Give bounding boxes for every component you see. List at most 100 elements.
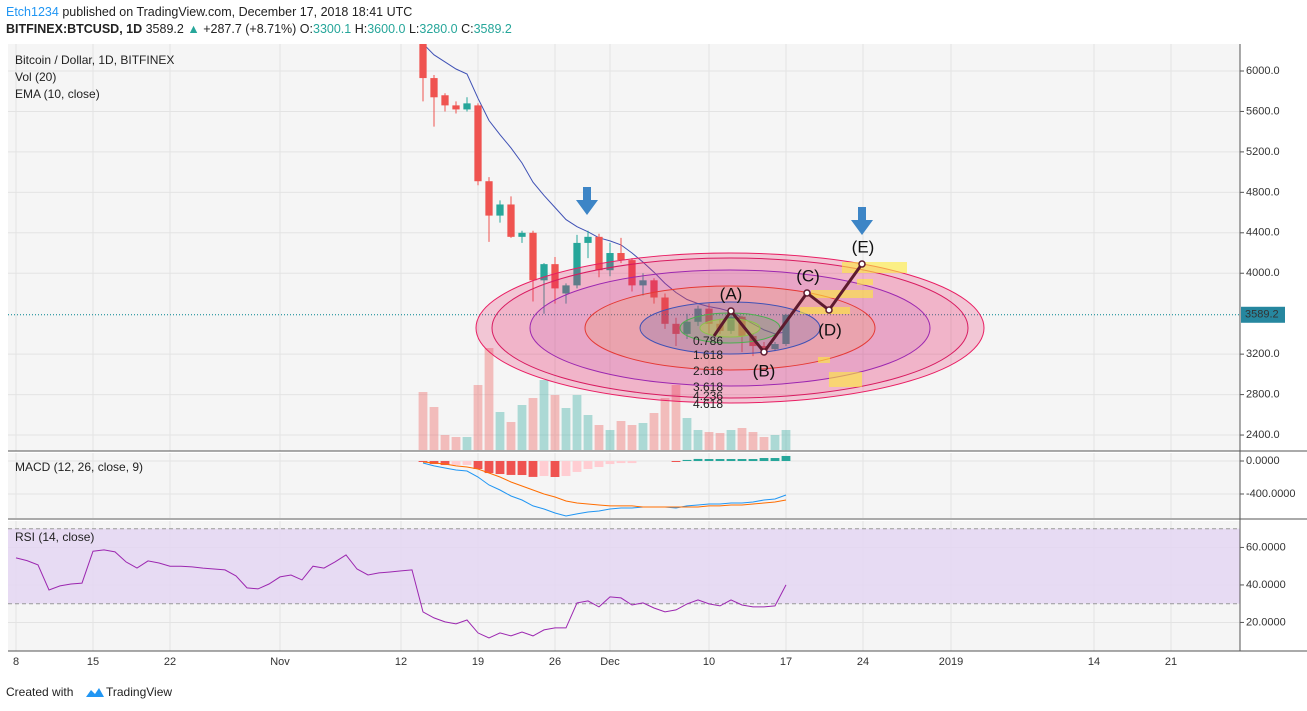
y-tick-label: 5600.0 [1246,105,1280,117]
author: Etch1234 [6,5,59,19]
volume-bar [671,385,681,450]
footer-brand[interactable]: TradingView [106,685,172,699]
wave-point [825,306,833,314]
candle-body [650,280,658,298]
fib-label: 4.618 [693,397,723,411]
y-tick-label: 0.0000 [1246,455,1280,467]
histogram-bar [737,459,747,461]
histogram-bar [429,461,439,464]
y-tick-label: -400.0000 [1246,488,1296,500]
volume-bar [748,432,758,450]
box [800,307,850,314]
x-tick-label: 19 [472,656,484,668]
volume-bar [429,407,439,450]
candle-body [507,204,515,237]
histogram-bar [715,459,725,461]
ohlc-label: H: [355,22,368,36]
candle-body [760,346,768,350]
wave-point [760,348,768,356]
fib-label: 3.618 [693,380,723,394]
drawings: 0.786 1.618 2.618 3.618 4.236 4.618 (A) … [475,187,985,411]
y-tick-label: 3200.0 [1246,348,1280,360]
volume-bar [495,412,505,450]
histogram-bar [473,461,483,469]
histogram-bar [627,461,637,464]
wave-point [727,307,735,315]
line-series [422,44,787,335]
candle-body [441,95,449,106]
x-tick-label: 22 [164,656,176,668]
legend-ema: EMA (10, close) [15,87,100,101]
histogram-bar [616,461,626,464]
symbol: BITFINEX:BTCUSD, 1D [6,22,142,36]
volume-bar [440,435,450,450]
legend-rsi: RSI (14, close) [15,530,94,544]
y-tick-label: 4000.0 [1246,267,1280,279]
volume-bar [484,348,494,450]
legend-title: Bitcoin / Dollar, 1D, BITFINEX [15,53,174,67]
candle-body [474,105,482,182]
candle-body [628,260,636,286]
footer-text: Created with [6,685,73,699]
ohlc-value: 3600.0 [367,22,405,36]
ohlc-label: O: [300,22,313,36]
histogram-bar [759,458,769,461]
histogram-bar [682,459,692,461]
histogram-bar [704,459,714,461]
volume-bar [506,422,516,450]
candle-body [540,264,548,281]
candle-body [584,236,592,243]
candle-body [496,204,504,216]
volume-bar [770,435,780,450]
histogram-bar [462,461,472,465]
volume-bar [462,437,472,450]
wave-path [712,263,864,355]
histogram-bar [418,461,428,462]
volume-bar [627,425,637,450]
volume-bar [572,395,582,450]
candle-body [518,232,526,237]
volume-bar [517,405,527,450]
candle-body [452,105,460,110]
volume-bar [539,380,549,450]
volume-bar [583,415,593,450]
candle-body [463,103,471,110]
candle-body [562,285,570,294]
histogram-bar [440,461,450,466]
y-tick-label: 4400.0 [1246,227,1280,239]
ohlc-value: 3300.1 [313,22,351,36]
macd-pane [8,453,1240,518]
x-tick-label: 10 [703,656,715,668]
candle-body [672,323,680,334]
histogram-bar [484,461,494,474]
histogram-bar [583,461,593,469]
box [842,262,907,273]
histogram-bar [517,461,527,476]
candle-body [661,297,669,324]
wave-label: (C) [796,266,820,285]
volume-bar [704,432,714,450]
candle-body [617,253,625,261]
legend-volume: Vol (20) [15,70,56,84]
x-tick-label: 14 [1088,656,1100,668]
logo [86,688,104,697]
y-tick-label: 40.0000 [1246,579,1286,591]
volume-bar [550,395,560,450]
fib-ellipse [639,301,821,355]
y-tick-label: 4800.0 [1246,186,1280,198]
candle-body [419,44,427,79]
histogram-bar [528,461,538,477]
ohlc-label: C: [461,22,474,36]
price: 3589.2 [146,22,184,36]
box [857,279,873,285]
histogram-bar [770,458,780,461]
volume-bar [594,425,604,450]
histogram-bar [781,455,791,461]
x-tick-label: 17 [780,656,792,668]
legend-macd: MACD (12, 26, close, 9) [15,460,143,474]
x-tick-label: 15 [87,656,99,668]
last-price-label: 3589.2 [1245,309,1279,321]
wave-label: (D) [818,320,842,339]
candle-body [529,232,537,281]
line-series [422,462,787,517]
